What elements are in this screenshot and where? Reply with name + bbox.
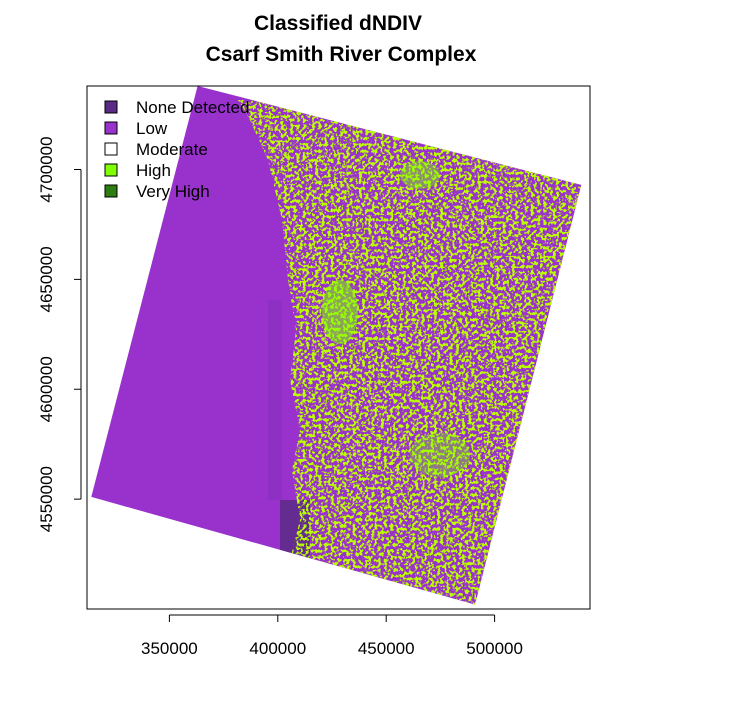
plot-frame — [86, 85, 591, 610]
chart-subtitle: Csarf Smith River Complex — [206, 43, 477, 66]
legend-label: Low — [136, 119, 168, 138]
x-tick-label: 450000 — [358, 639, 415, 658]
y-tick-label: 4700000 — [37, 136, 56, 202]
legend: None Detected Low Moderate High Very High — [104, 98, 249, 201]
y-tick-label: 4650000 — [37, 246, 56, 312]
y-tick-label: 4600000 — [37, 356, 56, 422]
x-tick-label: 400000 — [249, 639, 306, 658]
legend-label: Very High — [136, 182, 210, 201]
legend-label: High — [136, 161, 171, 180]
legend-swatch — [104, 163, 118, 177]
y-tick-label: 4550000 — [37, 466, 56, 532]
x-tick-label: 350000 — [141, 639, 198, 658]
x-axis: 350000 400000 450000 500000 — [141, 614, 523, 658]
legend-swatch — [104, 121, 118, 135]
legend-label: Moderate — [136, 140, 208, 159]
legend-swatch — [104, 142, 118, 156]
high-class-cluster — [322, 280, 358, 344]
high-class-cluster — [410, 433, 470, 477]
none-detected-strip — [268, 300, 282, 500]
high-class-cluster — [400, 161, 440, 189]
x-tick-label: 500000 — [466, 639, 523, 658]
legend-label: None Detected — [136, 98, 249, 117]
classified-raster — [91, 86, 582, 605]
chart-title: Classified dNDIV — [254, 12, 422, 35]
legend-swatch — [104, 100, 118, 114]
y-axis: 4550000 4600000 4650000 4700000 — [37, 136, 82, 532]
legend-swatch — [104, 184, 118, 198]
